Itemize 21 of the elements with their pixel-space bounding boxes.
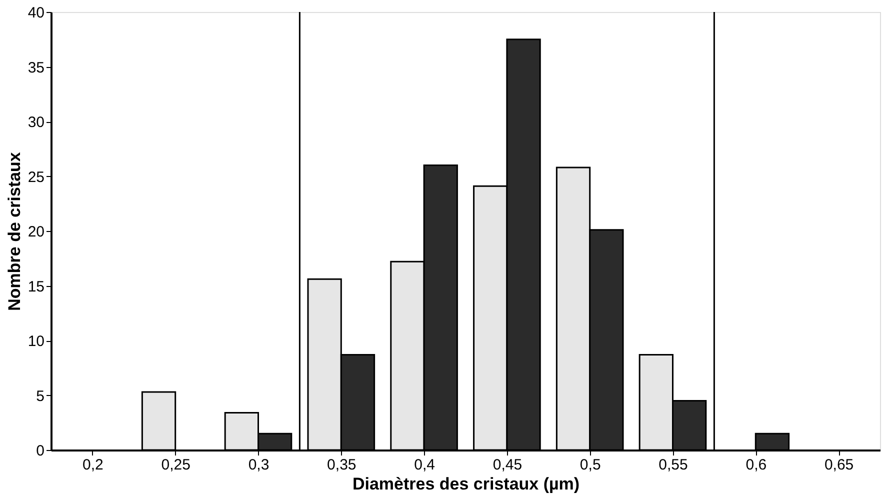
x-tick-label: 0,45 bbox=[492, 456, 522, 474]
y-tick-label: 40 bbox=[28, 4, 44, 22]
x-tick-label: 0,65 bbox=[824, 456, 854, 474]
y-tick-label: 30 bbox=[28, 114, 44, 131]
y-tick-label: 15 bbox=[28, 278, 44, 296]
x-tick-label: 0,5 bbox=[580, 456, 601, 474]
x-tick-label: 0,4 bbox=[414, 456, 435, 474]
x-tick-label: 0,55 bbox=[658, 456, 688, 474]
x-tick-label: 0,35 bbox=[327, 456, 356, 474]
x-tick-label: 0,6 bbox=[746, 456, 767, 474]
y-tick-label: 0 bbox=[36, 442, 44, 460]
y-tick-label: 10 bbox=[28, 333, 44, 350]
x-tick-label: 0,25 bbox=[161, 456, 190, 474]
y-tick-label: 25 bbox=[28, 168, 44, 186]
y-axis-title: Nombre de cristaux bbox=[4, 152, 24, 311]
x-axis-title: Diamètres des cristaux (µm) bbox=[352, 474, 580, 494]
y-tick-label: 35 bbox=[28, 59, 44, 76]
x-tick-label: 0,2 bbox=[82, 456, 104, 474]
x-tick-label: 0,3 bbox=[248, 456, 270, 474]
y-tick-label: 5 bbox=[36, 388, 44, 405]
y-tick-label: 20 bbox=[28, 224, 44, 240]
